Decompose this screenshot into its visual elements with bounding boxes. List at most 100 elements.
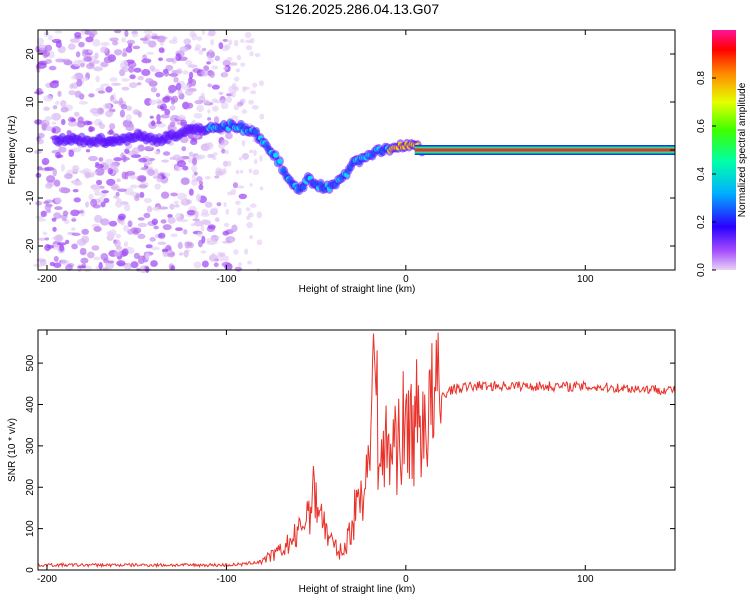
spectral-noise-point (256, 211, 263, 219)
spectral-noise-point (220, 102, 229, 110)
spectral-noise-point (233, 249, 239, 255)
spectral-noise-point (244, 31, 252, 39)
spectral-noise-point (176, 116, 187, 120)
spectral-noise-point (225, 208, 230, 215)
spectral-noise-point (246, 221, 253, 229)
spectral-noise-point (178, 219, 189, 223)
snr-series-line (37, 332, 676, 569)
spectral-noise-point (241, 109, 248, 114)
spectral-noise-point (100, 41, 110, 47)
spectral-noise-point (87, 251, 95, 259)
spectral-noise-point (78, 41, 85, 48)
spectral-noise-point (109, 37, 119, 42)
colorbar-label: Normalized spectral amplitude (737, 82, 748, 217)
spectral-noise-point (254, 53, 261, 58)
spectral-noise-point (42, 231, 48, 236)
spectral-noise-point (213, 262, 219, 268)
spectral-noise-point (51, 121, 57, 125)
spectral-noise-point (210, 207, 219, 214)
spectral-noise-point (116, 260, 126, 267)
spectral-noise-point (193, 171, 198, 176)
spectral-noise-point (65, 239, 70, 245)
spectral-noise-point (156, 123, 167, 128)
spectral-noise-point (93, 191, 102, 197)
spectral-noise-point (105, 110, 114, 118)
spectral-noise-point (145, 244, 153, 249)
spectral-noise-point (124, 264, 129, 271)
spectral-noise-point (43, 94, 54, 102)
spectral-noise-point (45, 125, 53, 132)
spectral-noise-point (132, 45, 141, 50)
spectral-noise-point (188, 71, 194, 79)
spectral-noise-point (163, 70, 170, 77)
spectral-noise-point (98, 185, 105, 189)
spectral-noise-point (109, 77, 118, 82)
spectral-noise-point (128, 66, 135, 73)
spectral-noise-point (149, 237, 156, 242)
spectral-noise-point (113, 49, 123, 56)
spectral-noise-point (183, 38, 192, 45)
spectral-noise-point (45, 119, 50, 124)
spectral-noise-point (147, 169, 155, 176)
spectral-noise-point (83, 56, 92, 62)
spectral-noise-point (80, 62, 85, 68)
spectral-noise-point (247, 260, 253, 265)
spectral-noise-point (68, 149, 75, 158)
spectral-noise-point (234, 200, 241, 205)
spectral-noise-point (195, 44, 201, 50)
spectral-noise-point (182, 229, 188, 235)
spectral-noise-point (230, 188, 237, 196)
spectral-noise-point (247, 212, 254, 218)
spectral-noise-point (94, 52, 99, 60)
spectral-noise-point (193, 112, 203, 119)
spectral-noise-point (42, 50, 51, 57)
spectral-noise-point (234, 86, 240, 91)
spectral-noise-point (190, 79, 197, 87)
x-tick-label: -100 (216, 574, 236, 585)
spectral-noise-point (61, 58, 71, 63)
spectral-noise-point (197, 231, 204, 238)
spectral-noise-point (193, 261, 202, 269)
spectral-noise-point (249, 37, 255, 44)
spectral-noise-point (35, 200, 43, 206)
spectral-noise-point (186, 209, 196, 216)
spectral-noise-point (53, 256, 59, 262)
spectral-noise-point (120, 104, 128, 110)
spectral-noise-point (144, 252, 150, 260)
spectral-noise-point (73, 59, 83, 67)
ridge-core-point (272, 152, 279, 158)
spectral-noise-point (156, 120, 162, 125)
spectral-noise-point (129, 82, 138, 89)
spectral-noise-point (151, 120, 156, 127)
y-tick-label: 400 (25, 396, 36, 413)
spectral-noise-point (71, 243, 78, 250)
spectral-noise-point (65, 264, 73, 271)
spectral-noise-point (167, 216, 176, 224)
spectral-noise-point (84, 171, 91, 179)
x-tick-label: -200 (37, 574, 57, 585)
spectral-noise-point (154, 183, 161, 190)
spectral-noise-point (68, 90, 76, 96)
y-tick-label: 20 (25, 48, 36, 60)
spectral-noise-point (37, 218, 47, 222)
spectral-noise-point (133, 252, 140, 260)
spectral-noise-point (227, 160, 232, 167)
spectral-noise-point (232, 182, 239, 189)
spectral-noise-point (222, 59, 231, 67)
spectral-noise-point (52, 168, 57, 177)
spectral-noise-point (154, 71, 165, 78)
spectral-noise-point (236, 54, 242, 61)
spectral-noise-point (132, 230, 140, 235)
spectral-noise-point (150, 246, 160, 251)
spectral-noise-point (214, 55, 221, 62)
spectral-noise-point (163, 172, 171, 177)
spectral-noise-point (36, 138, 44, 145)
spectral-noise-point (129, 184, 138, 189)
spectral-noise-point (53, 179, 61, 187)
spectral-noise-point (43, 106, 50, 111)
spectral-noise-point (214, 175, 220, 179)
spectral-noise-point (206, 142, 213, 148)
spectral-noise-point (103, 197, 110, 203)
spectral-noise-point (44, 44, 53, 52)
spectral-noise-point (259, 155, 263, 162)
